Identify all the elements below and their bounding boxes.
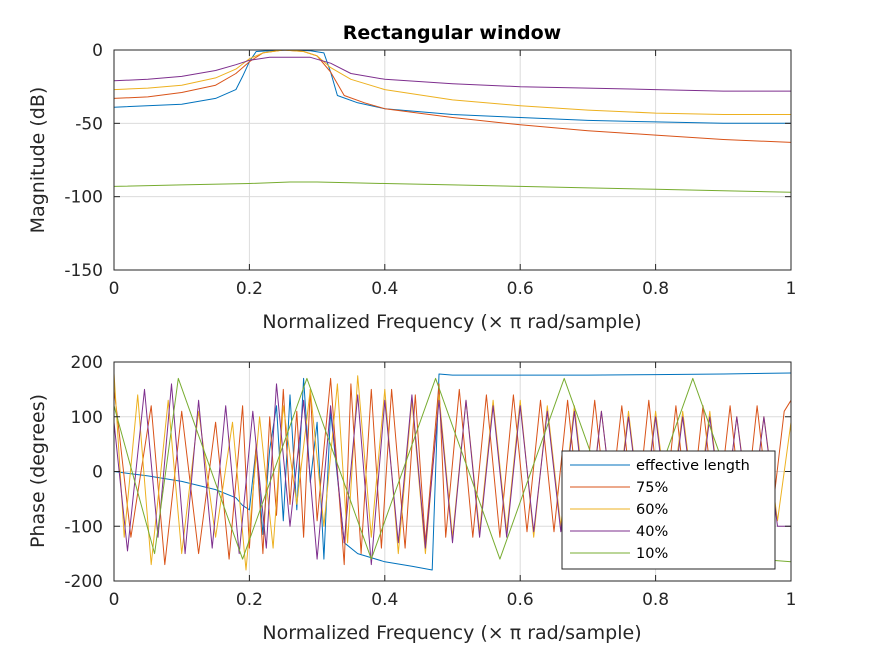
magnitude-series-line-2 [113,49,792,143]
magnitude-xtick-label: 0 [109,279,120,299]
magnitude-axes: 0 0.2 0.4 0.6 0.8 1 -150 -100 -50 0 Normalized Fr… [27,41,796,333]
legend-items: effective length 75% 60% 40% 10% [570,458,750,562]
magnitude-xtick-label: 0.8 [642,279,669,299]
phase-xlabel: Normalized Frequency (× π rad/sample) [262,622,641,644]
phase-xtick-label: 0.4 [371,590,398,610]
phase-series-line-1 [113,372,792,571]
phase-axes: 0 0.2 0.4 0.6 0.8 1 -200 -100 0 100 200 Normalized… [27,353,796,644]
magnitude-ytick-label: -150 [64,261,103,281]
magnitude-series-line-1 [113,49,791,124]
phase-ytick-label: 100 [71,408,103,428]
legend-box [561,450,776,570]
magnitude-ticks: 0 0.2 0.4 0.6 0.8 1 -150 -100 -50 0 [64,41,796,299]
phase-series-line-5 [113,377,792,563]
legend-label: effective length [636,458,750,474]
magnitude-xtick-label: 1 [786,279,797,299]
magnitude-ytick-label: 0 [92,41,103,61]
phase-ylabel: Phase (degrees) [27,394,49,548]
chart-title: Rectangular window [343,22,561,44]
legend-label: 10% [636,546,668,562]
magnitude-xtick-label: 0.6 [507,279,534,299]
phase-xtick-label: 1 [786,590,797,610]
magnitude-axes-box [113,49,792,271]
phase-xtick-label: 0 [109,590,120,610]
magnitude-ytick-label: -50 [75,114,103,134]
phase-xtick-label: 0.8 [642,590,669,610]
magnitude-ytick-label: -100 [64,188,103,208]
phase-ytick-label: 200 [71,353,103,373]
magnitude-series-group [113,49,792,193]
magnitude-series-line-4 [113,56,791,92]
legend[interactable]: effective length 75% 60% 40% 10% [561,450,776,570]
phase-xtick-label: 0.6 [507,590,534,610]
phase-series-group [113,372,792,571]
legend-label: 40% [636,524,668,540]
magnitude-ylabel: Magnitude (dB) [27,87,49,234]
magnitude-series-line-3 [113,49,791,115]
phase-ytick-label: -200 [64,572,103,592]
magnitude-xlabel: Normalized Frequency (× π rad/sample) [262,311,641,333]
magnitude-xtick-label: 0.2 [236,279,263,299]
magnitude-xtick-label: 0.4 [371,279,398,299]
phase-ticks: 0 0.2 0.4 0.6 0.8 1 -200 -100 0 100 200 [64,353,796,610]
phase-ytick-label: 0 [92,463,103,483]
legend-label: 75% [636,480,668,496]
legend-label: 60% [636,502,668,518]
phase-series-line-3 [113,372,792,571]
phase-ytick-label: -100 [64,517,103,537]
phase-xtick-label: 0.2 [236,590,263,610]
magnitude-series-line-5 [113,181,792,193]
magnitude-plot-area [114,50,791,270]
